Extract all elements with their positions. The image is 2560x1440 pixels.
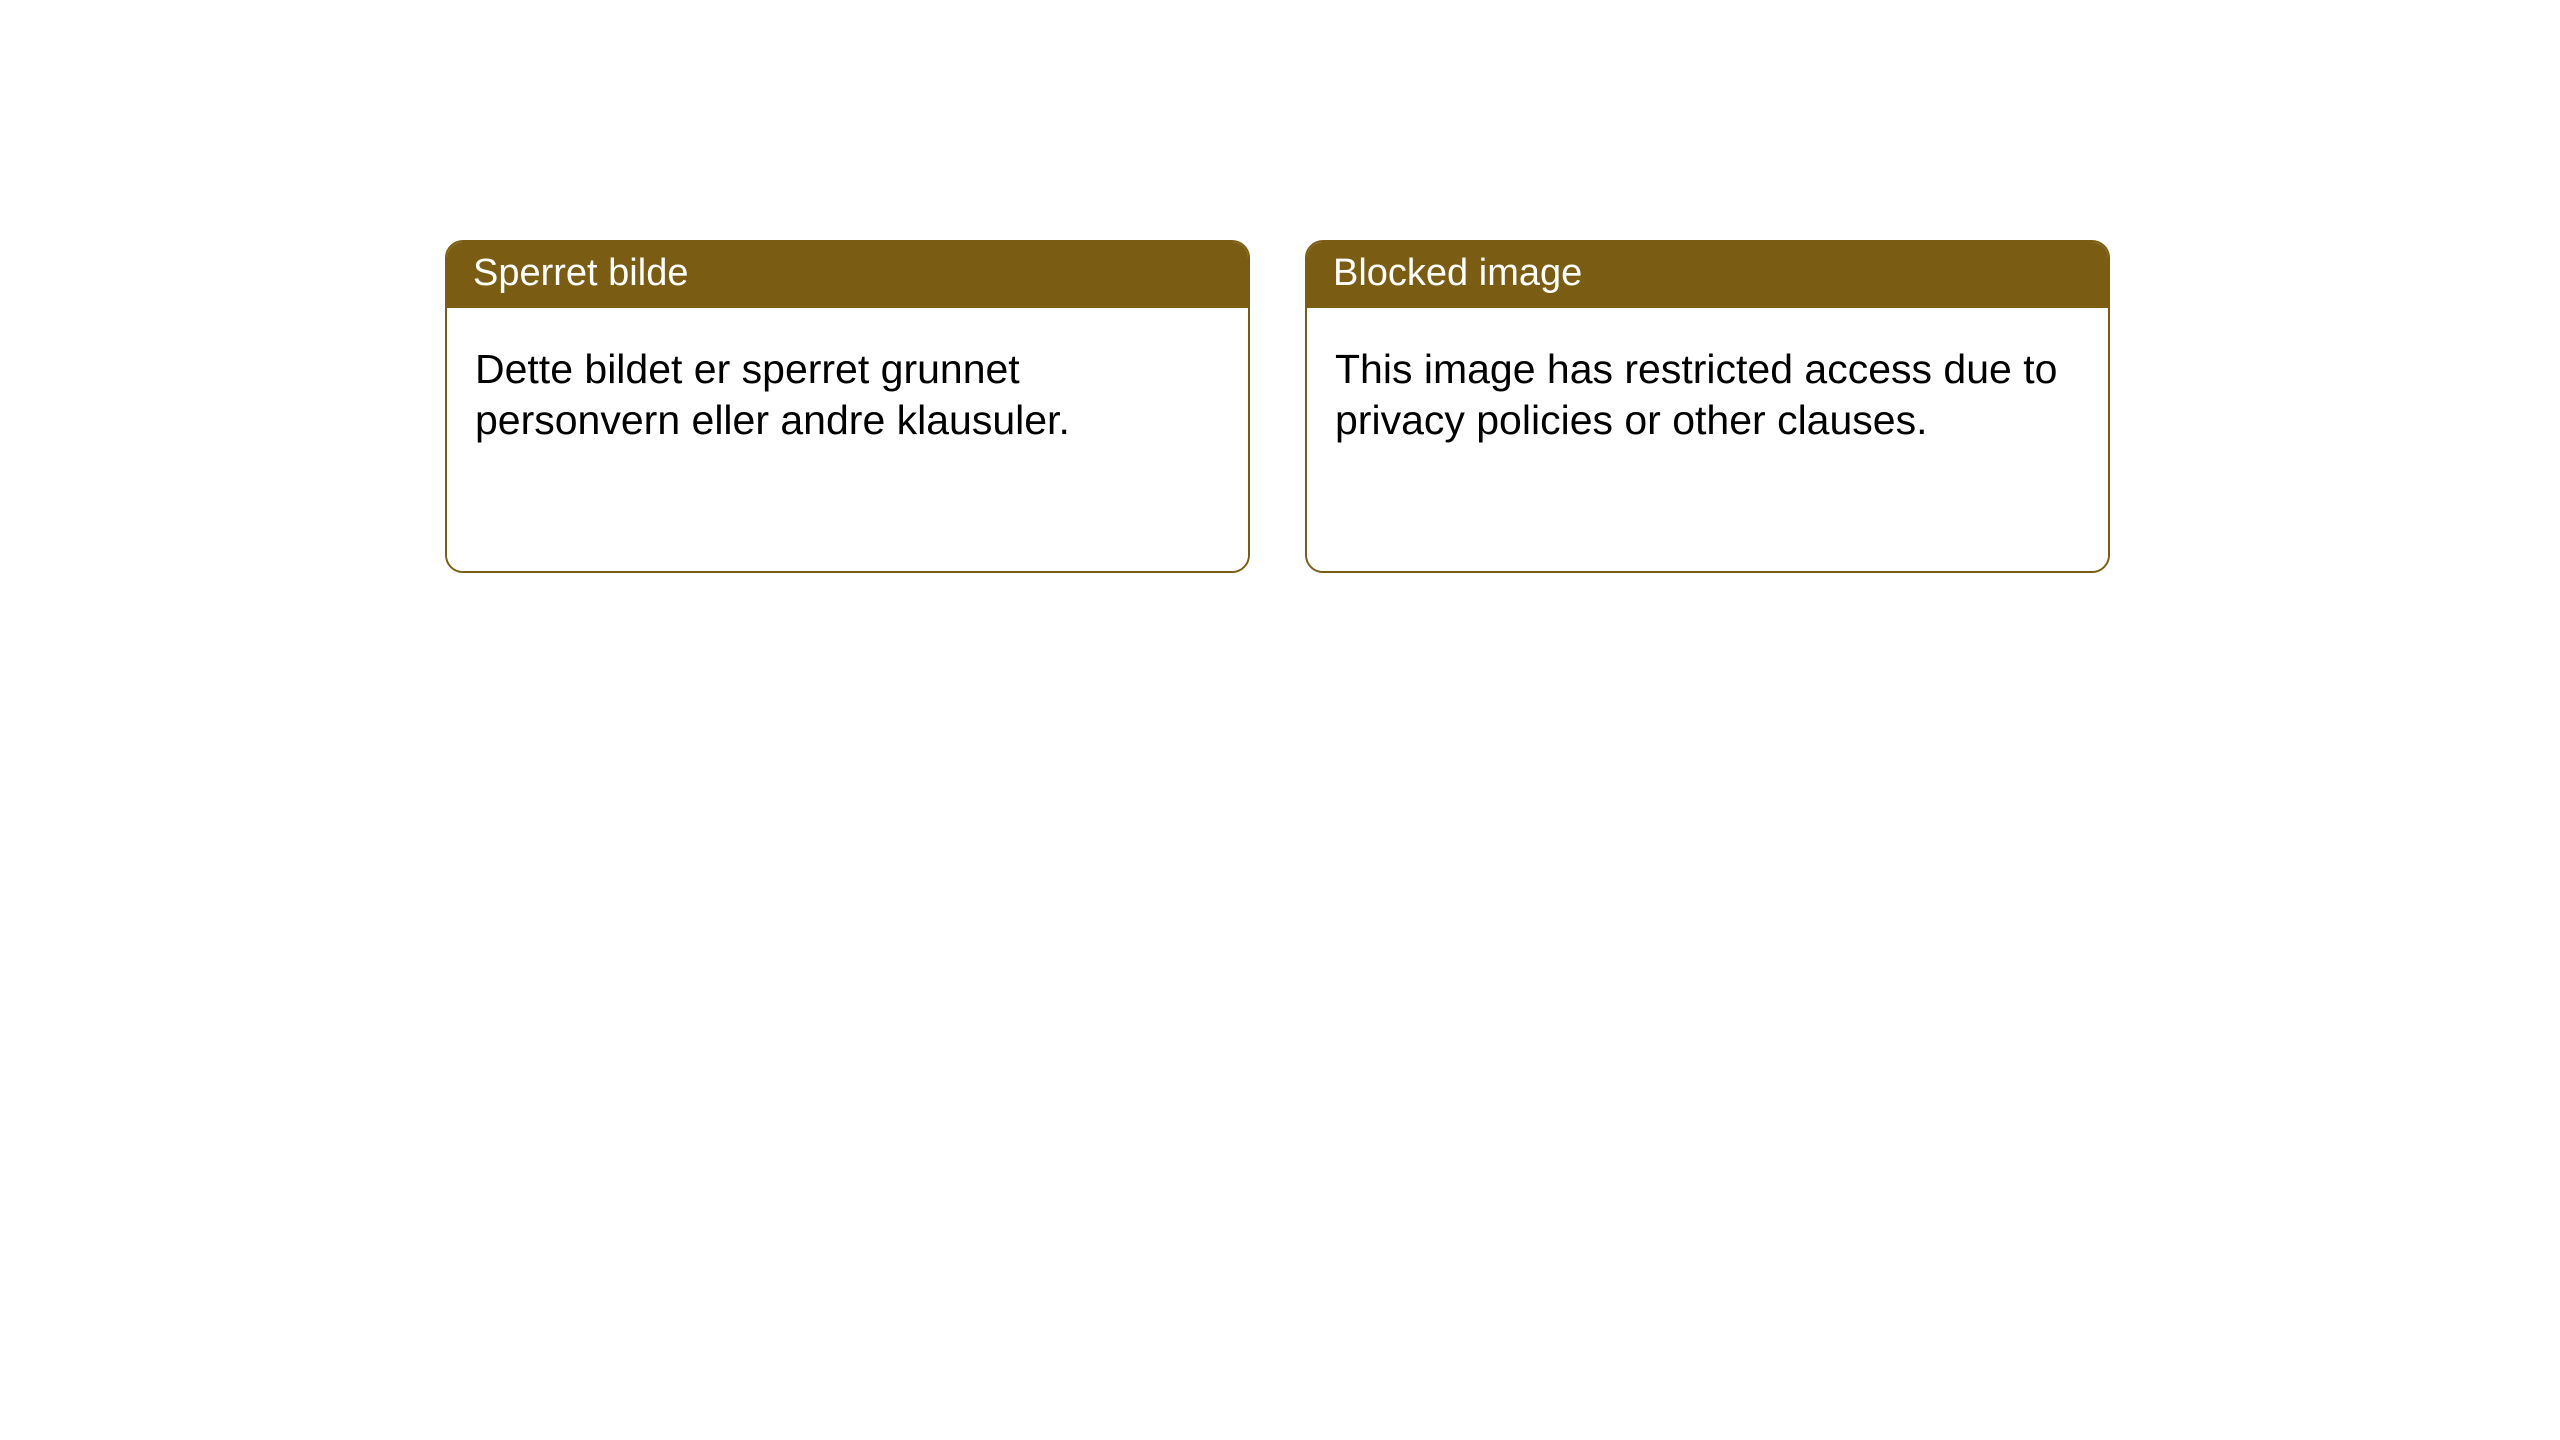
notice-card-norwegian: Sperret bilde Dette bildet er sperret gr… — [445, 240, 1250, 573]
notice-title-norwegian: Sperret bilde — [447, 242, 1248, 308]
notice-container: Sperret bilde Dette bildet er sperret gr… — [0, 0, 2560, 573]
notice-body-english: This image has restricted access due to … — [1307, 308, 2108, 571]
notice-card-english: Blocked image This image has restricted … — [1305, 240, 2110, 573]
notice-title-english: Blocked image — [1307, 242, 2108, 308]
notice-body-norwegian: Dette bildet er sperret grunnet personve… — [447, 308, 1248, 571]
